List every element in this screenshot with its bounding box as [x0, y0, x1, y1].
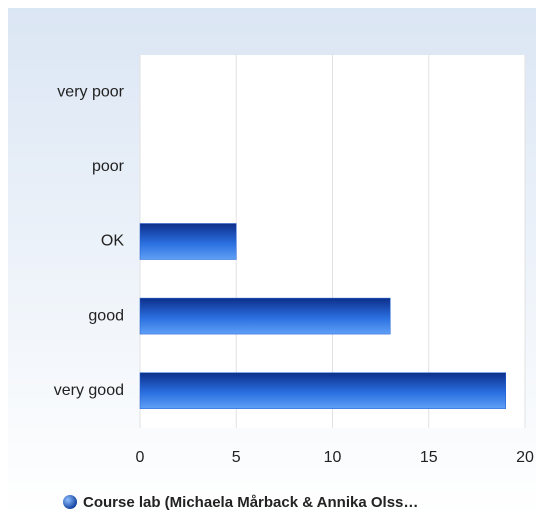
y-tick-label: very poor	[57, 84, 124, 101]
legend-marker	[63, 495, 77, 509]
y-tick-label: very good	[54, 382, 124, 399]
y-tick-label: OK	[101, 233, 124, 250]
bar	[139, 297, 391, 335]
x-tick-label: 20	[516, 449, 534, 466]
x-tick-label: 5	[232, 449, 241, 466]
x-tick-label: 0	[136, 449, 145, 466]
x-tick-label: 10	[324, 449, 342, 466]
bar	[139, 372, 506, 409]
y-tick-label: good	[88, 307, 124, 324]
x-tick-label: 15	[420, 449, 438, 466]
y-tick-label: poor	[92, 158, 125, 175]
legend-label: Course lab (Michaela Mårback & Annika Ol…	[83, 494, 418, 511]
bar	[139, 223, 237, 260]
